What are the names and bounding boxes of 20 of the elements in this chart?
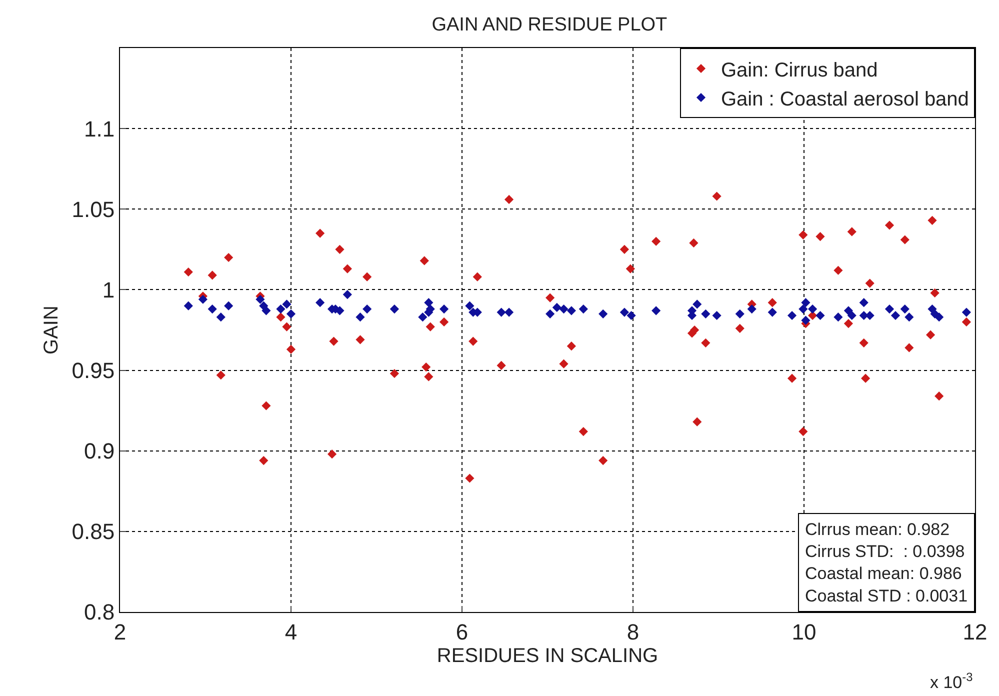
- legend-label: Gain : Coastal aerosol band: [721, 88, 969, 110]
- x-tick-label: 4: [284, 619, 298, 644]
- y-tick-label: 1.1: [84, 116, 115, 142]
- text: x 10$^{-3}$: [930, 670, 974, 692]
- annotation: Clrrus mean: 0.982 Cirrus STD: : 0.0398 Coastal mean: 0.986 Coastal STD : 0.0031: [805, 520, 968, 606]
- y-tick-label: 0.95: [72, 358, 115, 383]
- y-tick-label: 1: [102, 277, 115, 302]
- legend-label: Gain: Cirrus band: [721, 59, 878, 82]
- y-tick-label: 0.8: [84, 600, 115, 625]
- x-tick-label: 6: [456, 619, 468, 644]
- chart-title: GAIN AND RESIDUE PLOT: [432, 14, 668, 36]
- x-tick-label: 10: [792, 619, 816, 644]
- x-axis-title: RESIDUES IN SCALING: [436, 644, 658, 667]
- y-axis-title: GAIN: [40, 306, 62, 354]
- x-tick-label: 12: [962, 619, 988, 644]
- x-tick-label: 2: [114, 619, 126, 644]
- x-tick-label: 8: [626, 619, 640, 644]
- y-tick-label: 0.85: [72, 519, 115, 544]
- y-tick-label: 0.9: [84, 438, 115, 464]
- y-tick-label: 1.05: [72, 196, 115, 222]
